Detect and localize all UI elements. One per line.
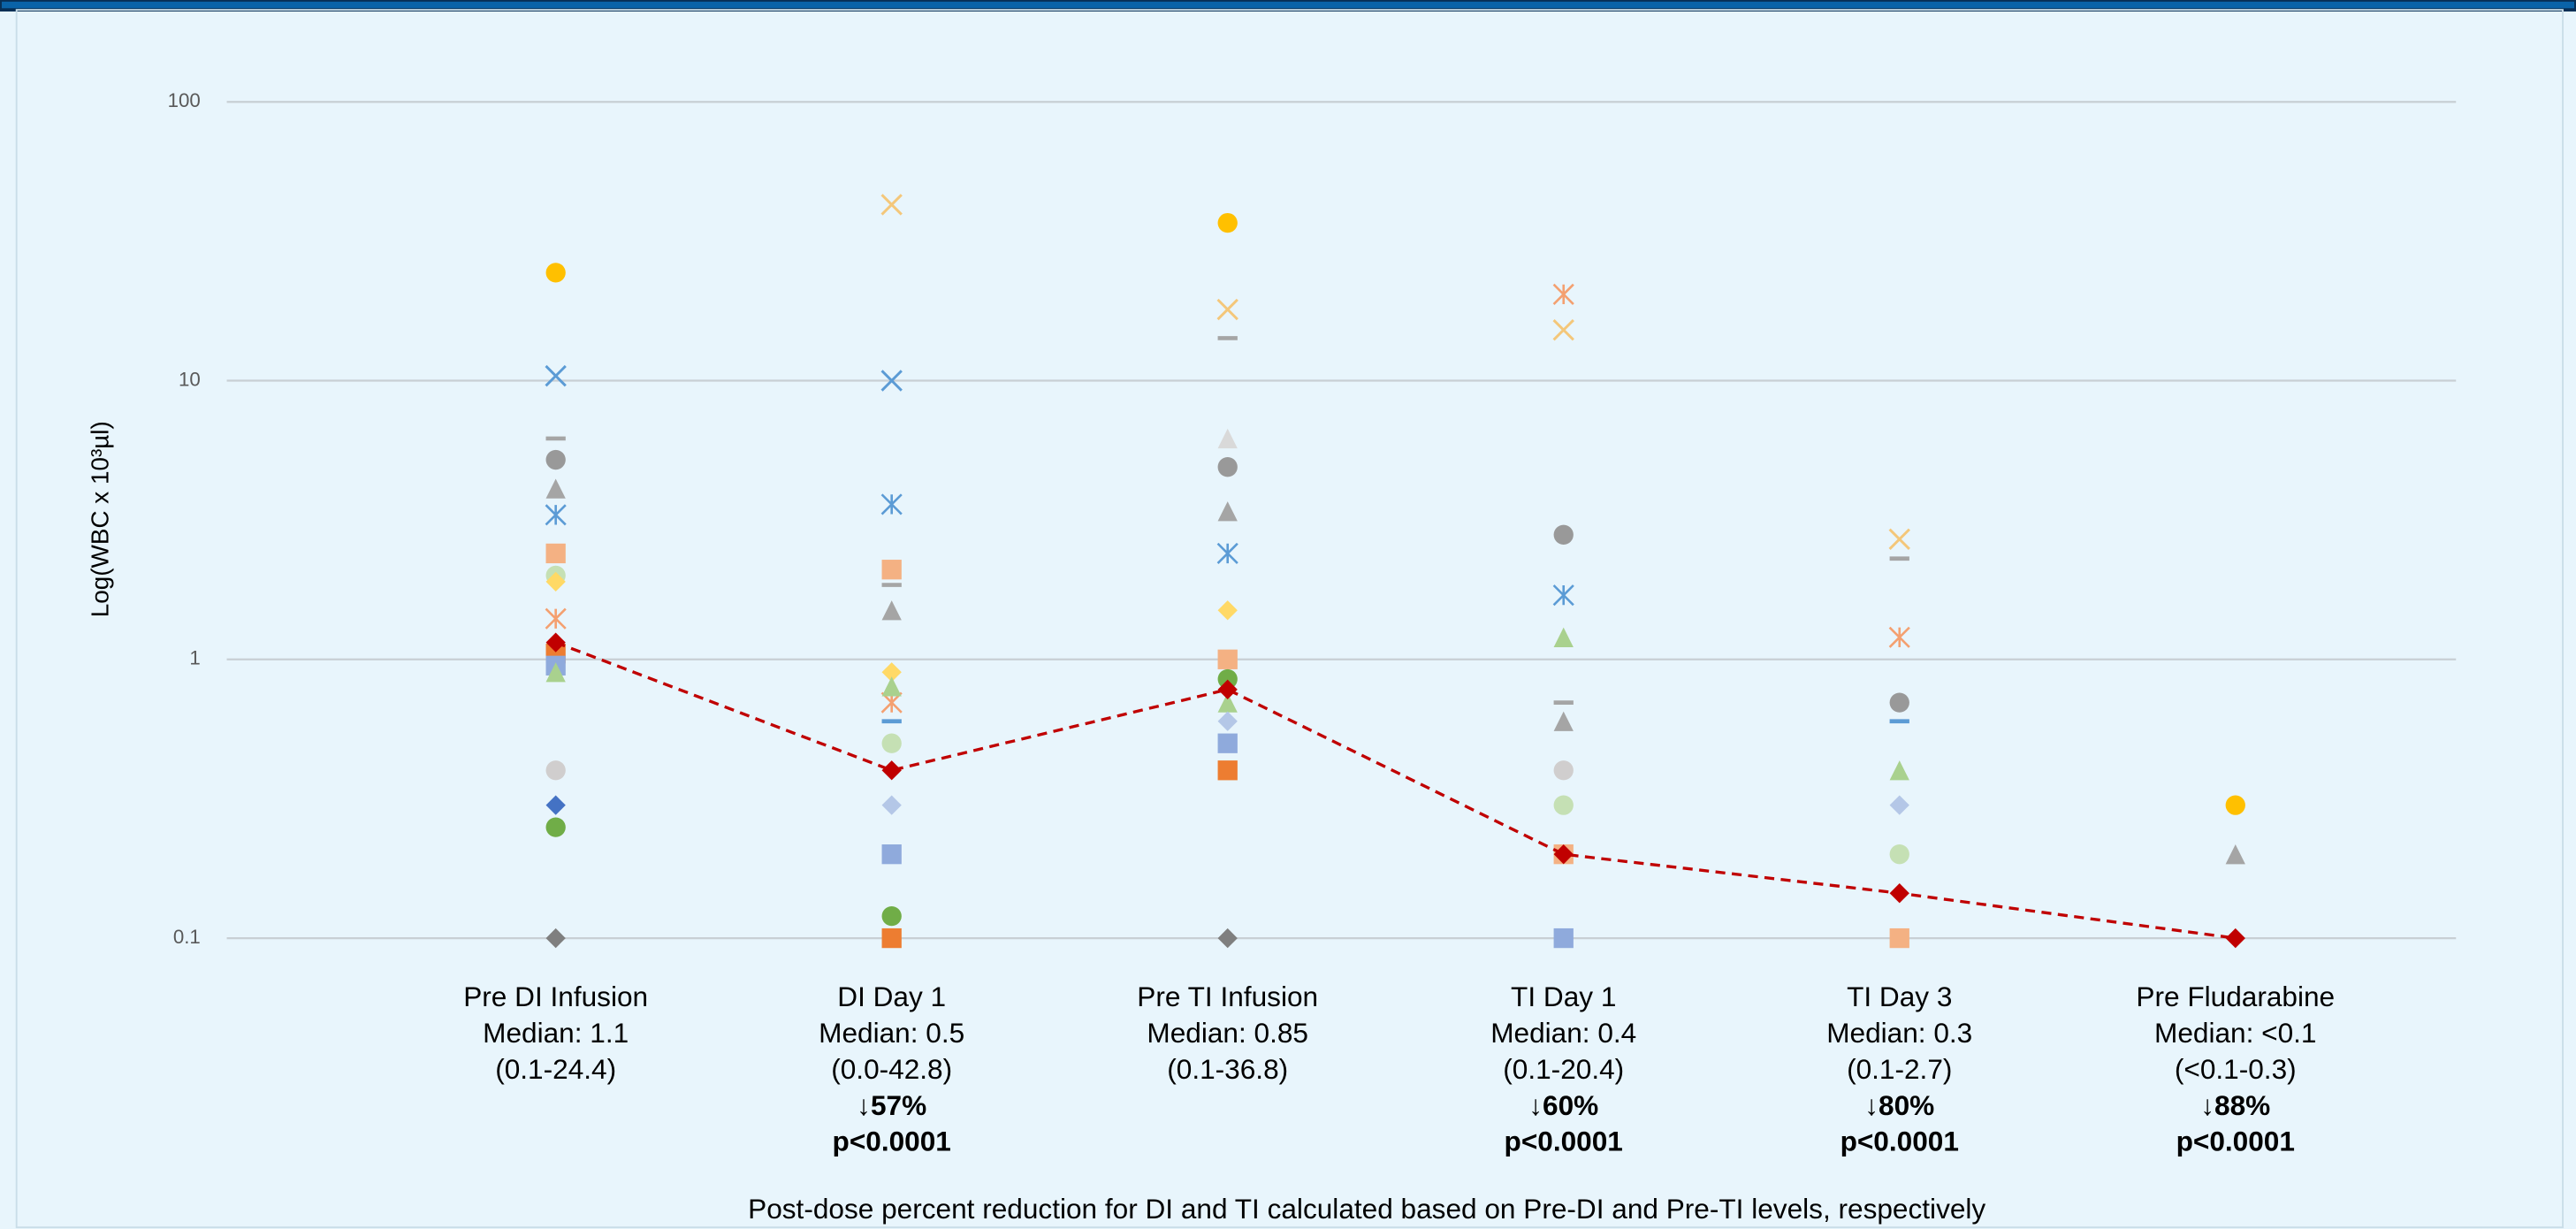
category-note: (0.1-20.4): [1503, 1053, 1624, 1085]
point: [545, 543, 566, 564]
category-note: Median: 0.3: [1826, 1017, 1972, 1049]
title-banner: [0, 0, 2576, 12]
y-axis-label: Log(WBC x 10³µl): [87, 421, 114, 617]
point: [1217, 711, 1238, 731]
point: [545, 795, 566, 815]
point: [545, 607, 567, 630]
point: [1216, 298, 1238, 321]
point: [880, 194, 903, 216]
point: [1889, 795, 1909, 815]
x-tick-label: Pre Fludarabine: [2136, 981, 2335, 1012]
x-tick-label: Pre DI Infusion: [463, 981, 648, 1012]
point: [1553, 927, 1574, 949]
point: [1217, 212, 1238, 233]
point: [881, 795, 902, 815]
point: [880, 493, 903, 515]
point: [2225, 795, 2245, 815]
y-tick-label: 100: [168, 89, 201, 111]
y-tick-label: 1: [189, 647, 200, 669]
point: [1217, 428, 1238, 449]
category-note: Median: 1.1: [483, 1017, 629, 1049]
point: [1217, 501, 1238, 522]
median-line: [555, 641, 2236, 940]
category-note: (0.0-42.8): [831, 1053, 952, 1085]
point: [881, 927, 902, 949]
point: [1889, 692, 1909, 713]
point: [881, 844, 902, 865]
point: [1217, 760, 1238, 781]
point: [545, 817, 566, 837]
category-note: (0.1-24.4): [495, 1053, 616, 1085]
point: [545, 504, 567, 526]
category-note: (<0.1-0.3): [2175, 1053, 2297, 1085]
category-stat: ↓57%: [857, 1089, 926, 1121]
category-stat: ↓88%: [2200, 1089, 2270, 1121]
point: [880, 370, 903, 392]
point: [1553, 627, 1574, 647]
category-stat: ↓80%: [1864, 1089, 1934, 1121]
category-note: (0.1-2.7): [1847, 1053, 1952, 1085]
category-note: Median: 0.85: [1147, 1017, 1308, 1049]
point: [1888, 528, 1910, 550]
point: [1217, 733, 1238, 753]
x-tick-label: TI Day 3: [1847, 981, 1952, 1012]
y-tick-label: 0.1: [173, 926, 201, 948]
category-note: Median: 0.5: [819, 1017, 964, 1049]
point: [1217, 649, 1238, 669]
point: [1553, 711, 1574, 731]
point: [1553, 760, 1574, 781]
point: [1552, 318, 1574, 341]
x-tick-label: DI Day 1: [837, 981, 946, 1012]
category-stat: p<0.0001: [2176, 1126, 2295, 1157]
category-stat: p<0.0001: [1841, 1126, 1959, 1157]
point: [1553, 524, 1574, 545]
point: [1217, 668, 1238, 690]
point: [1217, 457, 1238, 477]
point: [545, 449, 566, 470]
point: [881, 760, 902, 781]
point: [1552, 283, 1574, 305]
point: [545, 478, 566, 499]
point: [1217, 692, 1238, 713]
point: [881, 676, 902, 697]
point: [1552, 584, 1574, 607]
x-tick-label: TI Day 1: [1511, 981, 1616, 1012]
point: [1889, 927, 1909, 949]
category-note: Median: 0.4: [1490, 1017, 1636, 1049]
point: [545, 760, 566, 781]
point: [1553, 795, 1574, 815]
footnote: Post-dose percent reduction for DI and T…: [748, 1193, 1985, 1225]
point: [1553, 844, 1574, 865]
point: [1889, 844, 1909, 865]
category-stat: p<0.0001: [1505, 1126, 1623, 1157]
point: [881, 662, 902, 683]
point: [545, 364, 567, 387]
point: [881, 905, 902, 927]
point: [881, 733, 902, 753]
y-tick-label: 10: [179, 368, 201, 390]
point: [2225, 927, 2245, 949]
point: [1888, 626, 1910, 648]
category-stat: p<0.0001: [833, 1126, 951, 1157]
category-note: (0.1-36.8): [1167, 1053, 1288, 1085]
category-note: Median: <0.1: [2154, 1017, 2316, 1049]
point: [1217, 679, 1238, 699]
point: [1889, 760, 1909, 781]
point: [545, 263, 566, 283]
point: [881, 560, 902, 580]
point: [1217, 600, 1238, 621]
category-stat: ↓60%: [1528, 1089, 1598, 1121]
point: [545, 662, 566, 683]
x-tick-label: Pre TI Infusion: [1137, 981, 1318, 1012]
point: [2225, 844, 2245, 865]
point: [1889, 883, 1909, 904]
point: [1216, 542, 1238, 564]
frame: [15, 9, 2564, 1229]
point: [1217, 927, 1238, 949]
point: [881, 600, 902, 621]
